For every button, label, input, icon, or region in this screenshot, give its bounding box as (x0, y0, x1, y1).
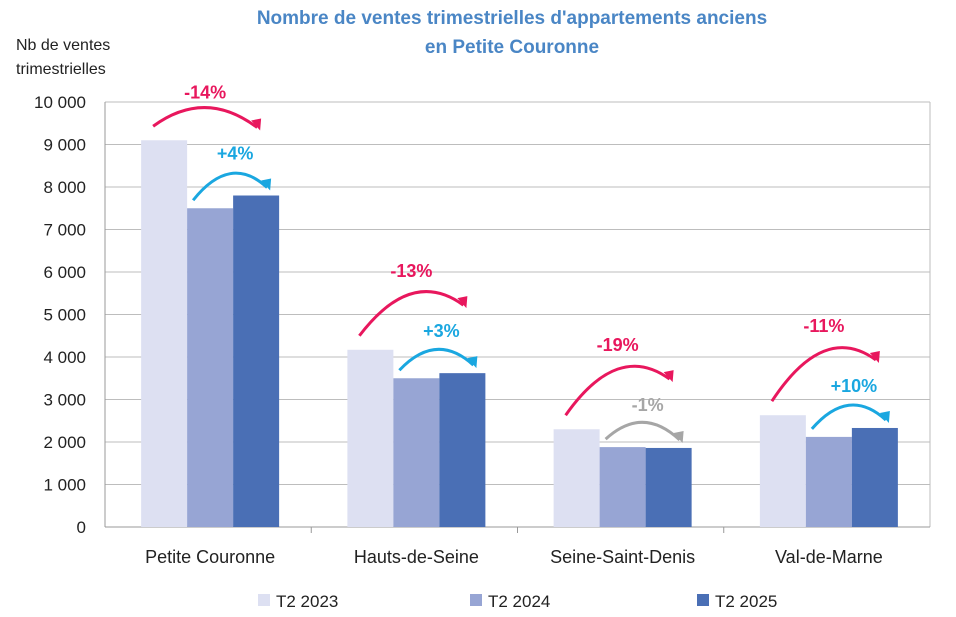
y-tick-label: 0 (77, 518, 86, 537)
arc-vs-2023-arrowhead (457, 296, 468, 309)
arc-vs-2024 (191, 171, 269, 202)
legend-label: T2 2025 (715, 592, 777, 611)
legend-swatch (697, 594, 709, 606)
y-axis-label-line-2: trimestrielles (16, 61, 106, 78)
change-vs-2023-label: -11% (803, 316, 844, 336)
legend-label: T2 2023 (276, 592, 338, 611)
x-tick-label: Hauts-de-Seine (354, 547, 479, 567)
bar-hauts-de-seine-t2-2025 (439, 373, 486, 527)
arc-vs-2023 (564, 364, 671, 417)
arc-vs-2024 (398, 347, 475, 372)
arc-vs-2023-arrowhead (663, 370, 674, 383)
legend-swatch (258, 594, 270, 606)
y-tick-label: 9 000 (43, 136, 86, 155)
y-axis-label-line-1: Nb de ventes (16, 37, 110, 54)
bar-val-de-marne-t2-2025 (851, 427, 898, 527)
change-vs-2024-label: +4% (217, 144, 254, 164)
arc-vs-2023 (770, 346, 877, 403)
bar-petite-couronne-t2-2023 (141, 140, 188, 527)
arc-vs-2024-arrowhead (261, 178, 272, 191)
arc-vs-2024 (604, 420, 681, 442)
bar-seine-saint-denis-t2-2025 (645, 447, 692, 527)
bar-val-de-marne-t2-2023 (759, 415, 806, 527)
arc-vs-2024 (810, 403, 887, 430)
change-vs-2024-label: +3% (423, 321, 460, 341)
change-vs-2023-label: -19% (597, 335, 639, 355)
y-tick-label: 3 000 (43, 391, 86, 410)
change-vs-2024-label: -1% (632, 395, 664, 415)
arc-vs-2023-arrowhead (251, 118, 262, 131)
x-tick-label: Seine-Saint-Denis (550, 547, 695, 567)
y-tick-label: 8 000 (43, 178, 86, 197)
change-vs-2024-label: +10% (831, 376, 878, 396)
bar-hauts-de-seine-t2-2024 (393, 378, 440, 527)
bar-petite-couronne-t2-2024 (187, 208, 234, 527)
chart-title-line-1: Nombre de ventes trimestrielles d'appart… (257, 8, 767, 29)
change-vs-2023-label: -13% (390, 261, 432, 281)
y-tick-label: 2 000 (43, 433, 86, 452)
legend-swatch (470, 594, 482, 606)
y-tick-label: 1 000 (43, 476, 86, 495)
arc-vs-2023 (152, 106, 259, 129)
arc-vs-2023-arrowhead (869, 350, 880, 363)
arc-vs-2024-arrowhead (879, 410, 890, 423)
bar-seine-saint-denis-t2-2024 (599, 447, 646, 527)
legend-label: T2 2024 (488, 592, 550, 611)
y-tick-label: 5 000 (43, 306, 86, 325)
arc-vs-2024-arrowhead (673, 430, 684, 443)
y-tick-label: 10 000 (34, 93, 86, 112)
bar-petite-couronne-t2-2025 (233, 195, 280, 527)
bar-hauts-de-seine-t2-2023 (347, 349, 394, 527)
y-tick-label: 6 000 (43, 263, 86, 282)
chart-title-line-2: en Petite Couronne (425, 37, 599, 58)
arc-vs-2023 (358, 290, 465, 337)
bar-seine-saint-denis-t2-2023 (553, 429, 600, 527)
bar-val-de-marne-t2-2024 (805, 436, 852, 527)
y-tick-label: 4 000 (43, 348, 86, 367)
arc-vs-2024-arrowhead (467, 356, 478, 369)
y-tick-label: 7 000 (43, 221, 86, 240)
x-tick-label: Petite Couronne (145, 547, 275, 567)
x-tick-label: Val-de-Marne (775, 547, 883, 567)
change-vs-2023-label: -14% (184, 82, 226, 102)
